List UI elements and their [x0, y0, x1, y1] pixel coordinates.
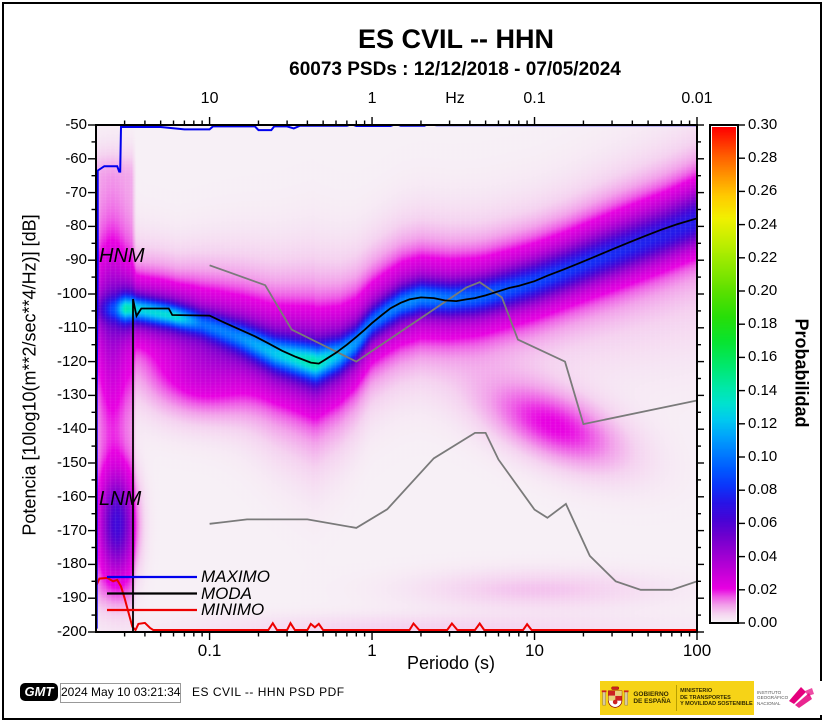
x-axis-title: Periodo (s)	[406, 653, 496, 673]
y-tick-label: -150	[56, 454, 87, 471]
gobierno-text: GOBIERNO DE ESPAÑA	[633, 691, 673, 706]
y-tick-label: -50	[65, 116, 87, 133]
lnm-curve	[209, 431, 697, 591]
banner-divider	[676, 685, 678, 711]
curves-overlay	[96, 125, 697, 632]
legend-label-moda: MODA	[201, 584, 252, 603]
ign-logo-icon	[789, 687, 814, 708]
ign-line2: GEOGRÁFICO	[757, 695, 789, 701]
colorbar-tick-label: 0.26	[748, 182, 778, 200]
y-tick-label: -70	[65, 183, 87, 201]
y-tick-label: -130	[56, 386, 87, 404]
colorbar-tick-label: 0.20	[748, 282, 778, 299]
gobierno-banner: GOBIERNO DE ESPAÑA MINISTERIO DE TRANSPO…	[600, 681, 754, 715]
colorbar-tick-label: 0.12	[748, 414, 778, 432]
colorbar-tick-label: 0.04	[748, 547, 778, 565]
y-tick-label: -90	[65, 251, 87, 269]
top-tick-label: 0.1	[523, 90, 546, 107]
spain-coat-of-arms-icon	[601, 686, 629, 708]
colorbar-tick-label: 0.22	[748, 248, 778, 266]
page-title: ES CVIL -- HHN	[357, 24, 555, 54]
colorbar-tick-label: 0.10	[748, 448, 778, 465]
top-tick-label: 0.01	[681, 90, 713, 107]
ign-banner: INSTITUTO GEOGRÁFICO NACIONAL	[754, 681, 822, 715]
lnm-label: LNM	[99, 488, 142, 510]
y-tick-label: -190	[56, 589, 87, 607]
colorbar-tick-label: 0.30	[748, 116, 778, 133]
colorbar-tick-label: 0.08	[748, 481, 778, 499]
x-tick-label: 10	[525, 641, 544, 660]
x-tick-label: 0.1	[197, 641, 222, 660]
y-axis-title: Potencia [10log10(m**2/sec**4/Hz)] [dB]	[19, 214, 40, 536]
ministerio-line2: DE TRANSPORTES	[680, 694, 731, 701]
colorbar-title: Probabilidad	[791, 318, 812, 428]
footer-plot-label: ES CVIL -- HHN PSD PDF	[192, 685, 345, 699]
y-tick-label: -170	[56, 521, 87, 539]
x-tick-label: 100	[682, 641, 712, 660]
ign-line1: INSTITUTO	[757, 689, 782, 695]
x-tick-label: 1	[367, 641, 377, 660]
hnm-label: HNM	[99, 245, 145, 267]
colorbar-tick-label: 0.28	[748, 149, 778, 167]
maximo-curve	[96, 125, 697, 629]
y-tick-label: -60	[65, 149, 87, 167]
y-tick-label: -200	[56, 623, 87, 640]
colorbar-tick-label: 0.02	[748, 580, 778, 598]
top-axis-unit-label: Hz	[445, 90, 465, 107]
ministerio-line3: Y MOVILIDAD SOSTENIBLE	[680, 701, 753, 708]
y-tick-label: -120	[56, 352, 87, 370]
colorbar-tick-label: 0.24	[748, 215, 778, 233]
colorbar-tick-label: 0.00	[748, 614, 778, 631]
gobierno-line1: GOBIERNO	[633, 690, 669, 698]
ign-line3: NACIONAL	[757, 700, 781, 706]
colorbar-tick-label: 0.16	[748, 348, 778, 366]
minimo-curve	[96, 576, 697, 632]
colorbar-gradient	[712, 127, 736, 622]
y-tick-label: -160	[56, 487, 87, 505]
legend-label-minimo: MINIMO	[201, 600, 265, 619]
y-tick-label: -140	[56, 420, 87, 438]
top-tick-label: 10	[200, 90, 219, 107]
y-tick-label: -180	[56, 555, 87, 573]
ign-text: INSTITUTO GEOGRÁFICO NACIONAL	[757, 689, 789, 707]
y-tick-label: -80	[65, 217, 87, 235]
colorbar-tick-label: 0.06	[748, 514, 778, 532]
ministerio-text: MINISTERIO DE TRANSPORTES Y MOVILIDAD SO…	[680, 688, 754, 708]
colorbar-tick-label: 0.14	[748, 381, 778, 399]
ministerio-line1: MINISTERIO	[680, 688, 713, 695]
legend-label-maximo: MAXIMO	[201, 567, 270, 586]
hnm-curve	[209, 264, 697, 426]
colorbar-tick-label: 0.18	[748, 315, 778, 333]
gmt-logo: GMT	[20, 683, 58, 701]
gobierno-line2: DE ESPAÑA	[633, 698, 671, 705]
top-tick-label: 1	[367, 90, 377, 107]
y-tick-label: -110	[58, 318, 87, 336]
timestamp-box: 2024 May 10 03:21:34	[60, 683, 181, 703]
page-subtitle: 60073 PSDs : 12/12/2018 - 07/05/2024	[289, 59, 621, 80]
plot-area	[96, 125, 697, 632]
y-tick-label: -100	[56, 285, 87, 302]
